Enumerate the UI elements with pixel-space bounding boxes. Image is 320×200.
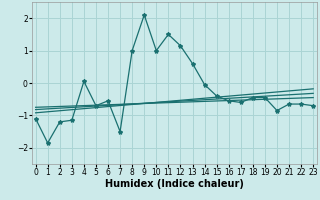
- X-axis label: Humidex (Indice chaleur): Humidex (Indice chaleur): [105, 179, 244, 189]
